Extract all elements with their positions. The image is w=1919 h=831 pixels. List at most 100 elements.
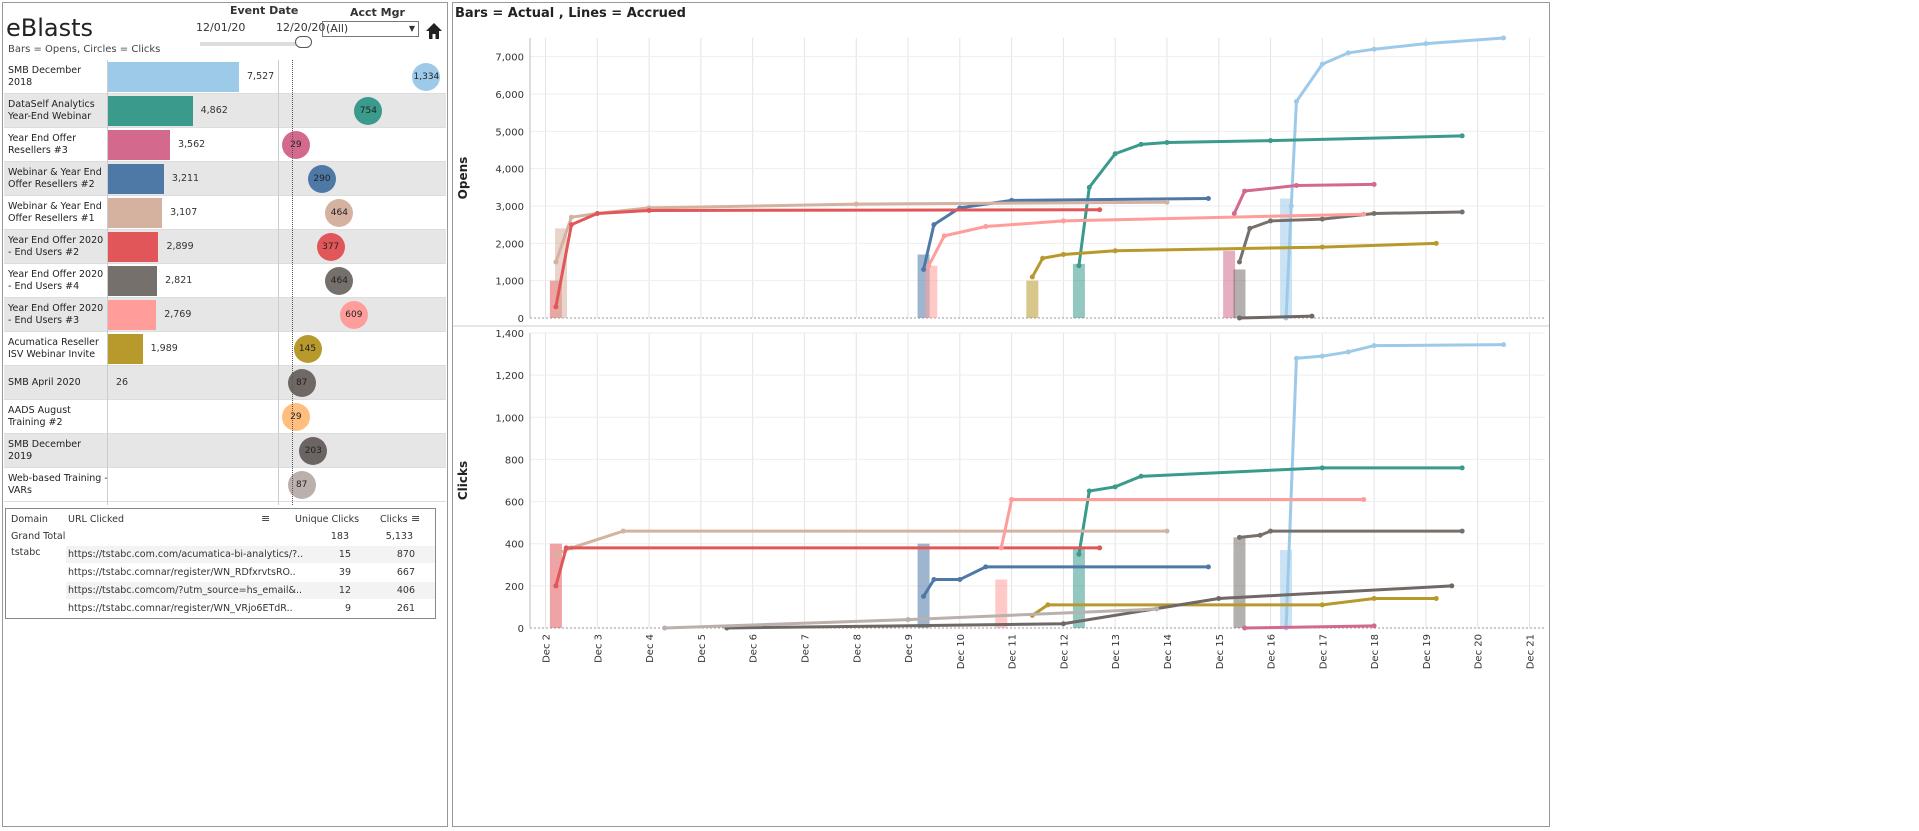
opens-bar[interactable] (108, 266, 158, 296)
line-point[interactable] (1257, 532, 1263, 538)
campaign-row[interactable]: Webinar & Year End Offer Resellers #1 3,… (4, 196, 446, 230)
line-point[interactable] (1433, 240, 1439, 246)
line-point[interactable] (1045, 602, 1051, 608)
url-cell[interactable]: https://tstabc.comcom/?utm_source=hs_ema… (68, 585, 302, 596)
campaign-row[interactable]: Year End Offer 2020 - End Users #4 2,821… (4, 264, 446, 298)
line-point[interactable] (1459, 465, 1465, 471)
line-point[interactable] (1247, 225, 1253, 231)
line-point[interactable] (1319, 61, 1325, 67)
line-point[interactable] (1371, 46, 1377, 52)
col-url[interactable]: URL Clicked (68, 514, 125, 525)
line-point[interactable] (646, 207, 652, 213)
line-point[interactable] (1459, 209, 1465, 215)
acct-mgr-select[interactable]: (All) ▼ (322, 21, 419, 37)
line-point[interactable] (553, 551, 559, 557)
actual-bar[interactable] (925, 265, 938, 318)
accrued-line[interactable] (1284, 343, 1504, 629)
line-point[interactable] (1242, 188, 1248, 194)
line-point[interactable] (926, 263, 932, 269)
line-point[interactable] (1154, 606, 1160, 612)
line-point[interactable] (1268, 528, 1274, 534)
line-point[interactable] (1371, 181, 1377, 187)
line-point[interactable] (1112, 248, 1118, 254)
line-point[interactable] (1288, 203, 1294, 209)
line-point[interactable] (1086, 488, 1092, 494)
line-point[interactable] (1319, 602, 1325, 608)
line-point[interactable] (1205, 196, 1211, 202)
line-point[interactable] (1433, 596, 1439, 601)
line-point[interactable] (1371, 343, 1377, 349)
opens-bar[interactable] (108, 300, 157, 330)
line-point[interactable] (1216, 596, 1222, 601)
table-row[interactable]: https://tstabc.comnar/register/WN_VRjo6E… (66, 600, 435, 617)
line-point[interactable] (1097, 545, 1103, 551)
actual-bar[interactable] (917, 543, 930, 628)
campaign-row[interactable]: Webinar & Year End Offer Resellers #2 3,… (4, 162, 446, 196)
line-point[interactable] (1060, 621, 1066, 627)
line-point[interactable] (921, 593, 927, 599)
url-cell[interactable]: https://tstabc.comnar/register/WN_RDfxrv… (68, 567, 296, 578)
line-point[interactable] (1138, 141, 1144, 147)
accrued-line[interactable] (1284, 36, 1504, 319)
home-icon[interactable] (425, 22, 443, 40)
accrued-line[interactable] (922, 565, 1209, 598)
clicks-circle[interactable]: 377 (316, 233, 345, 261)
line-point[interactable] (1268, 138, 1274, 144)
line-point[interactable] (1371, 623, 1377, 629)
line-point[interactable] (1164, 199, 1170, 205)
clicks-circle[interactable]: 290 (308, 165, 336, 193)
actual-bar[interactable] (1072, 547, 1085, 628)
clicks-circle[interactable]: 464 (325, 267, 354, 295)
campaign-row[interactable]: SMB April 2020 26 87 (4, 366, 446, 400)
line-point[interactable] (983, 564, 989, 570)
opens-bar[interactable] (108, 62, 239, 92)
campaign-row[interactable]: DataSelf Analytics Year-End Webinar 4,86… (4, 94, 446, 128)
line-point[interactable] (1112, 151, 1118, 157)
actual-bar[interactable] (1223, 250, 1236, 318)
accrued-line[interactable] (555, 529, 1167, 556)
accrued-line[interactable] (927, 212, 1364, 267)
accrued-line[interactable] (1238, 210, 1463, 263)
line-point[interactable] (1371, 210, 1377, 216)
line-point[interactable] (1361, 496, 1367, 502)
line-point[interactable] (983, 224, 989, 230)
line-point[interactable] (1112, 484, 1118, 490)
line-point[interactable] (1076, 551, 1082, 557)
campaign-row[interactable]: Year End Offer Resellers #3 3,562 29 (4, 128, 446, 162)
actual-bar[interactable] (1026, 280, 1039, 318)
campaign-row[interactable]: Acumatica Reseller ISV Webinar Invite 1,… (4, 332, 446, 366)
actual-bar[interactable] (995, 579, 1008, 628)
opens-bar[interactable] (108, 198, 163, 228)
clicks-circle[interactable]: 145 (293, 335, 322, 363)
line-point[interactable] (1236, 315, 1242, 321)
line-point[interactable] (1423, 41, 1429, 47)
line-point[interactable] (1097, 207, 1103, 213)
table-row[interactable]: https://tstabc.comcom/?utm_source=hs_ema… (66, 582, 435, 599)
line-point[interactable] (1345, 349, 1351, 355)
line-point[interactable] (905, 617, 911, 623)
line-point[interactable] (1459, 133, 1465, 139)
clicks-circle[interactable]: 29 (281, 131, 310, 159)
line-point[interactable] (1205, 564, 1211, 570)
line-point[interactable] (620, 528, 626, 534)
line-point[interactable] (1319, 465, 1325, 471)
sort-icon[interactable]: ≡ (261, 512, 271, 525)
col-domain[interactable]: Domain (11, 514, 48, 525)
line-point[interactable] (1086, 184, 1092, 190)
line-point[interactable] (568, 222, 574, 228)
table-row[interactable]: https://tstabc.comnar/register/WN_RDfxrv… (66, 564, 435, 581)
line-point[interactable] (1242, 625, 1248, 631)
col-clicks[interactable]: Clicks (380, 514, 408, 525)
line-point[interactable] (594, 210, 600, 216)
line-point[interactable] (957, 577, 963, 583)
line-point[interactable] (853, 201, 859, 207)
line-point[interactable] (1293, 355, 1299, 361)
line-point[interactable] (1345, 50, 1351, 56)
line-point[interactable] (1060, 252, 1066, 258)
campaign-row[interactable]: SMB December 2019 203 (4, 434, 446, 468)
line-point[interactable] (662, 625, 668, 631)
line-point[interactable] (1236, 534, 1242, 540)
line-point[interactable] (1060, 218, 1066, 224)
line-point[interactable] (568, 214, 574, 220)
clicks-circle[interactable]: 203 (299, 437, 328, 465)
